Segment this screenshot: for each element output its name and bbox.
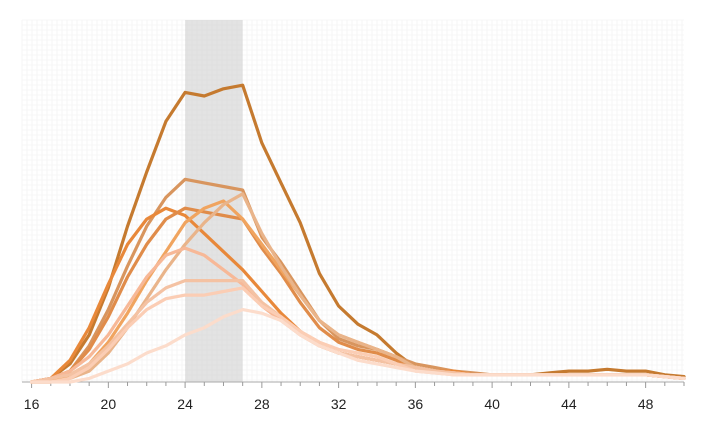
x-tick-label: 40 — [484, 396, 500, 412]
x-tick-label: 32 — [331, 396, 347, 412]
x-tick-label: 24 — [177, 396, 193, 412]
series-line-8 — [30, 279, 686, 384]
x-tick-label: 48 — [638, 396, 654, 412]
x-tick-label: 16 — [24, 396, 40, 412]
x-tick-label: 44 — [561, 396, 577, 412]
x-tick-label: 36 — [408, 396, 424, 412]
series-line-1 — [30, 83, 686, 384]
x-tick-label: 20 — [101, 396, 117, 412]
x-tick-label: 28 — [254, 396, 270, 412]
series-line-10 — [30, 308, 686, 384]
highlight-band — [185, 20, 243, 382]
